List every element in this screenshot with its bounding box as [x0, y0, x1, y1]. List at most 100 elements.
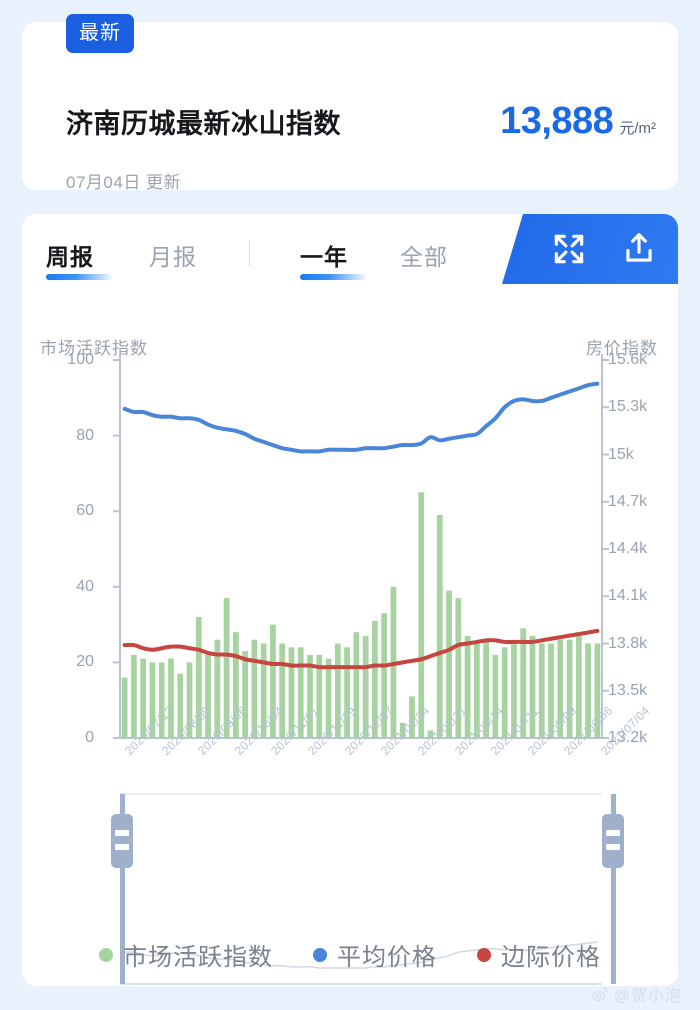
- y-tick-left: 80: [76, 426, 94, 444]
- bar: [520, 628, 527, 738]
- chart-card: 周报 月报 一年 全部: [22, 214, 678, 986]
- status-badge: 最新: [66, 14, 134, 53]
- bar: [436, 514, 443, 738]
- range-slider-handle-left[interactable]: [111, 814, 133, 868]
- legend-item-avg-price[interactable]: 平均价格: [313, 937, 437, 972]
- bar: [279, 643, 286, 738]
- index-unit: 元/m²: [619, 120, 656, 137]
- legend-label: 平均价格: [337, 944, 437, 971]
- legend-dot: [99, 947, 113, 962]
- legend-label: 市场活跃指数: [123, 944, 273, 971]
- y-axis-right-title: 房价指数: [586, 339, 658, 358]
- bar: [325, 658, 332, 738]
- y-tick-right: 13.8k: [608, 634, 648, 652]
- tab-one-year[interactable]: 一年: [300, 244, 348, 270]
- y-tick-left: 20: [76, 653, 94, 671]
- y-tick-left: 40: [76, 577, 94, 595]
- bar: [251, 639, 258, 738]
- legend-dot: [477, 947, 491, 962]
- tab-all[interactable]: 全部: [400, 244, 448, 270]
- bar: [195, 617, 202, 738]
- bar: [529, 635, 536, 738]
- y-axis-left-title: 市场活跃指数: [40, 339, 148, 358]
- bar: [548, 643, 554, 738]
- bar: [575, 632, 582, 738]
- bar: [464, 635, 471, 738]
- bar: [121, 677, 128, 738]
- bar: [214, 639, 221, 738]
- chart-toolbar: 周报 月报 一年 全部: [22, 214, 678, 296]
- share-icon[interactable]: [620, 230, 658, 268]
- legend-label: 边际价格: [501, 944, 601, 971]
- bar: [242, 651, 249, 738]
- bar: [427, 730, 434, 738]
- y-tick-right: 15.6k: [608, 351, 648, 368]
- y-tick-left: 0: [85, 729, 94, 746]
- watermark-text: @贺小泡: [613, 988, 682, 1005]
- chart-plot-area: 市场活跃指数 房价指数 0 20 40 60 80 100 13.2k 13.5k 13.8k…: [22, 296, 678, 986]
- index-value: 13,888: [500, 100, 614, 142]
- line-series: [122, 628, 600, 670]
- bar: [446, 590, 452, 738]
- update-date: 07月04日 更新: [66, 173, 182, 192]
- legend-item-marginal-price[interactable]: 边际价格: [477, 937, 601, 972]
- bar: [186, 662, 193, 738]
- line-series: [122, 381, 600, 454]
- handle-grip-line: [115, 844, 129, 850]
- bar: [418, 492, 425, 738]
- bar: [399, 722, 406, 738]
- bar: [168, 658, 174, 738]
- bar: [177, 673, 184, 738]
- expand-icon[interactable]: [550, 230, 588, 268]
- bar: [205, 654, 211, 738]
- bar: [232, 632, 239, 738]
- chart-canvas: [113, 354, 609, 985]
- index-value-group: 13,888 元/m²: [500, 100, 656, 143]
- tab-weekly[interactable]: 周报: [46, 244, 94, 270]
- bar: [288, 647, 295, 738]
- handle-grip-line: [606, 844, 620, 850]
- range-slider-stem-left: [120, 794, 125, 984]
- bar: [140, 658, 147, 738]
- bar: [362, 635, 369, 738]
- bar: [149, 662, 156, 738]
- bar: [223, 598, 230, 738]
- legend-dot: [313, 947, 327, 962]
- y-tick-right: 14.4k: [608, 540, 648, 557]
- tab-monthly[interactable]: 月报: [149, 244, 197, 270]
- bar: [483, 639, 490, 738]
- y-tick-right: 15k: [608, 445, 634, 463]
- bar: [307, 654, 313, 738]
- y-tick-right: 14.7k: [608, 492, 648, 510]
- y-tick-right: 14.1k: [608, 587, 648, 605]
- watermark: @贺小泡: [591, 982, 682, 1006]
- bar: [492, 654, 499, 738]
- bar: [501, 647, 508, 738]
- bar: [334, 643, 341, 738]
- bar: [316, 654, 323, 738]
- range-slider-stem-right: [611, 794, 616, 984]
- bar: [260, 643, 267, 738]
- bar: [381, 613, 388, 738]
- bar: [158, 662, 165, 738]
- bar: [566, 639, 573, 738]
- bar: [131, 654, 137, 738]
- chart-action-panel: [502, 214, 678, 284]
- tab-one-year-underline: [300, 274, 366, 280]
- bar: [511, 643, 517, 738]
- bar: [455, 598, 462, 738]
- bar: [557, 639, 564, 738]
- bar: [473, 643, 480, 738]
- bar: [409, 696, 415, 738]
- y-tick-right: 13.5k: [608, 681, 648, 699]
- y-tick-right: 15.3k: [608, 398, 648, 416]
- toolbar-divider: [249, 240, 250, 266]
- range-slider-handle-right[interactable]: [602, 814, 624, 868]
- legend-item-activity[interactable]: 市场活跃指数: [99, 937, 273, 972]
- y-tick-left: 100: [67, 351, 94, 368]
- bar: [297, 647, 304, 738]
- bar: [372, 620, 378, 738]
- weibo-icon: [591, 987, 608, 1002]
- page-title: 济南历城最新冰山指数: [66, 109, 341, 139]
